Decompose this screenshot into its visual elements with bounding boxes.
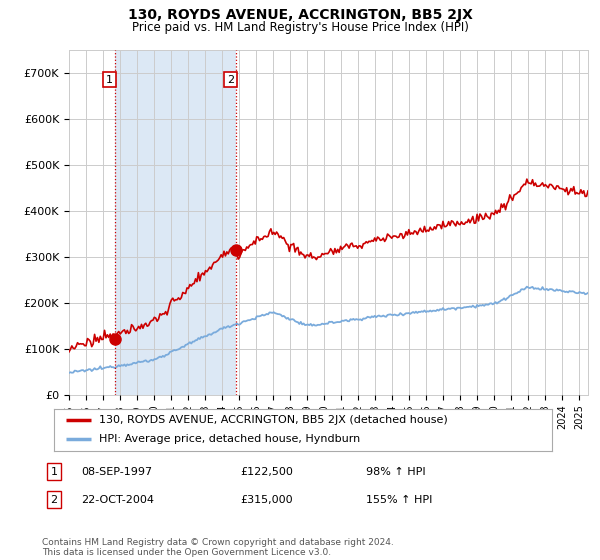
Text: 1: 1 [50, 466, 58, 477]
Text: 2: 2 [50, 494, 58, 505]
Text: £315,000: £315,000 [240, 494, 293, 505]
Text: 130, ROYDS AVENUE, ACCRINGTON, BB5 2JX: 130, ROYDS AVENUE, ACCRINGTON, BB5 2JX [128, 8, 472, 22]
Text: 1: 1 [106, 74, 113, 85]
Text: HPI: Average price, detached house, Hyndburn: HPI: Average price, detached house, Hynd… [99, 435, 360, 445]
Text: Price paid vs. HM Land Registry's House Price Index (HPI): Price paid vs. HM Land Registry's House … [131, 21, 469, 34]
Text: 155% ↑ HPI: 155% ↑ HPI [366, 494, 433, 505]
Text: 130, ROYDS AVENUE, ACCRINGTON, BB5 2JX (detached house): 130, ROYDS AVENUE, ACCRINGTON, BB5 2JX (… [99, 415, 448, 425]
Text: 98% ↑ HPI: 98% ↑ HPI [366, 466, 425, 477]
Text: 08-SEP-1997: 08-SEP-1997 [81, 466, 152, 477]
Text: 22-OCT-2004: 22-OCT-2004 [81, 494, 154, 505]
Text: Contains HM Land Registry data © Crown copyright and database right 2024.
This d: Contains HM Land Registry data © Crown c… [42, 538, 394, 557]
Text: £122,500: £122,500 [240, 466, 293, 477]
Bar [115, 50, 236, 395]
Text: 2: 2 [227, 74, 235, 85]
